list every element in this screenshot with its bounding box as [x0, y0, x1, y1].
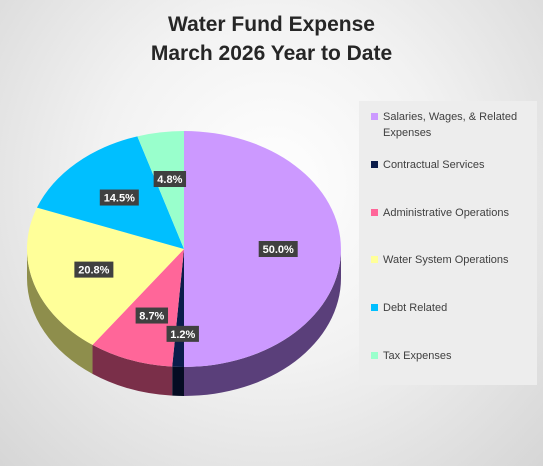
legend-label-administrative: Administrative Operations [383, 207, 509, 219]
data-label-box-water-system [74, 261, 114, 278]
legend: Salaries, Wages, & Related Expenses Cont… [359, 101, 537, 385]
legend-label-water-system: Water System Operations [383, 254, 509, 266]
pie-slice-side-contractual [172, 366, 184, 396]
data-label-debt: 14.5% [99, 189, 139, 206]
data-label-text-water-system: 20.8% [78, 265, 109, 277]
data-label-administrative: 8.7% [135, 307, 169, 324]
data-label-tax: 4.8% [153, 171, 187, 188]
data-label-text-tax: 4.8% [157, 174, 182, 186]
pie-slice-side-water-system [27, 249, 93, 374]
legend-swatch-salaries [371, 113, 378, 120]
legend-swatch-contractual [371, 161, 378, 168]
data-label-contractual: 1.2% [166, 325, 199, 342]
data-label-salaries: 50.0% [258, 241, 298, 257]
pie-slice-tax[interactable] [137, 131, 184, 249]
legend-swatch-water-system [371, 256, 378, 263]
data-label-box-administrative [135, 307, 169, 324]
pie-slice-side-salaries [184, 249, 341, 396]
legend-item-salaries[interactable]: Salaries, Wages, & Related Expenses [371, 109, 531, 141]
legend-swatch-administrative [371, 209, 378, 216]
data-label-text-debt: 14.5% [104, 193, 135, 205]
legend-item-contractual[interactable]: Contractual Services [371, 157, 531, 173]
chart-subtitle: March 2026 Year to Date [150, 42, 393, 65]
legend-item-water-system[interactable]: Water System Operations [371, 252, 531, 268]
legend-label-tax: Tax Expenses [383, 350, 452, 362]
data-label-box-salaries [258, 241, 298, 257]
legend-item-tax[interactable]: Tax Expenses [371, 348, 531, 364]
data-label-water-system: 20.8% [74, 261, 114, 278]
pie-slice-side-administrative [92, 344, 173, 396]
legend-item-debt[interactable]: Debt Related [371, 300, 531, 316]
data-label-text-administrative: 8.7% [139, 311, 164, 323]
chart-title-line-1: Water Fund Expense [168, 13, 375, 36]
legend-label-salaries: Salaries, Wages, & Related Expenses [383, 111, 518, 139]
legend-swatch-debt [371, 304, 378, 311]
data-label-text-contractual: 1.2% [170, 329, 195, 341]
data-label-text-salaries: 50.0% [263, 244, 294, 256]
legend-label-contractual: Contractual Services [383, 159, 485, 171]
data-label-box-debt [99, 189, 139, 206]
data-label-box-tax [153, 171, 187, 188]
legend-label-debt: Debt Related [383, 302, 448, 314]
legend-swatch-tax [371, 352, 378, 359]
legend-item-administrative[interactable]: Administrative Operations [371, 205, 531, 221]
chart-title: Water Fund Expense March 2026 Year to Da… [0, 10, 543, 68]
data-label-box-contractual [166, 325, 199, 342]
